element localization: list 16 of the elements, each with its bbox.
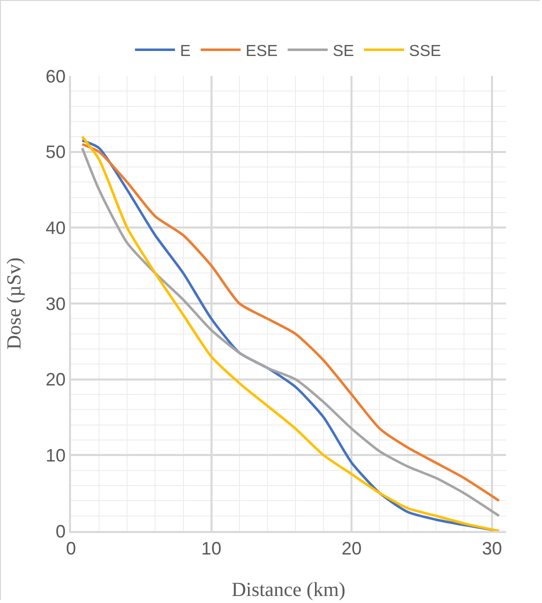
y-tick-label: 60	[46, 66, 66, 86]
y-tick-label: 10	[46, 445, 66, 466]
y-tick-label: 50	[46, 142, 66, 162]
y-tick-label: 0	[56, 521, 66, 542]
x-axis-title: Distance (km)	[232, 579, 346, 601]
legend-label: SSE	[409, 43, 442, 60]
x-tick-label: 10	[201, 538, 222, 558]
y-tick-label: 30	[46, 294, 66, 314]
y-axis-title: Dose (µSv)	[4, 257, 26, 350]
x-tick-label: 20	[342, 538, 362, 558]
legend-label: ESE	[246, 43, 278, 60]
x-tick-label: 30	[482, 538, 502, 558]
y-tick-label: 40	[46, 218, 66, 238]
y-tick-label: 20	[46, 370, 66, 390]
legend-label: SE	[332, 43, 354, 60]
legend-label: E	[180, 43, 191, 60]
